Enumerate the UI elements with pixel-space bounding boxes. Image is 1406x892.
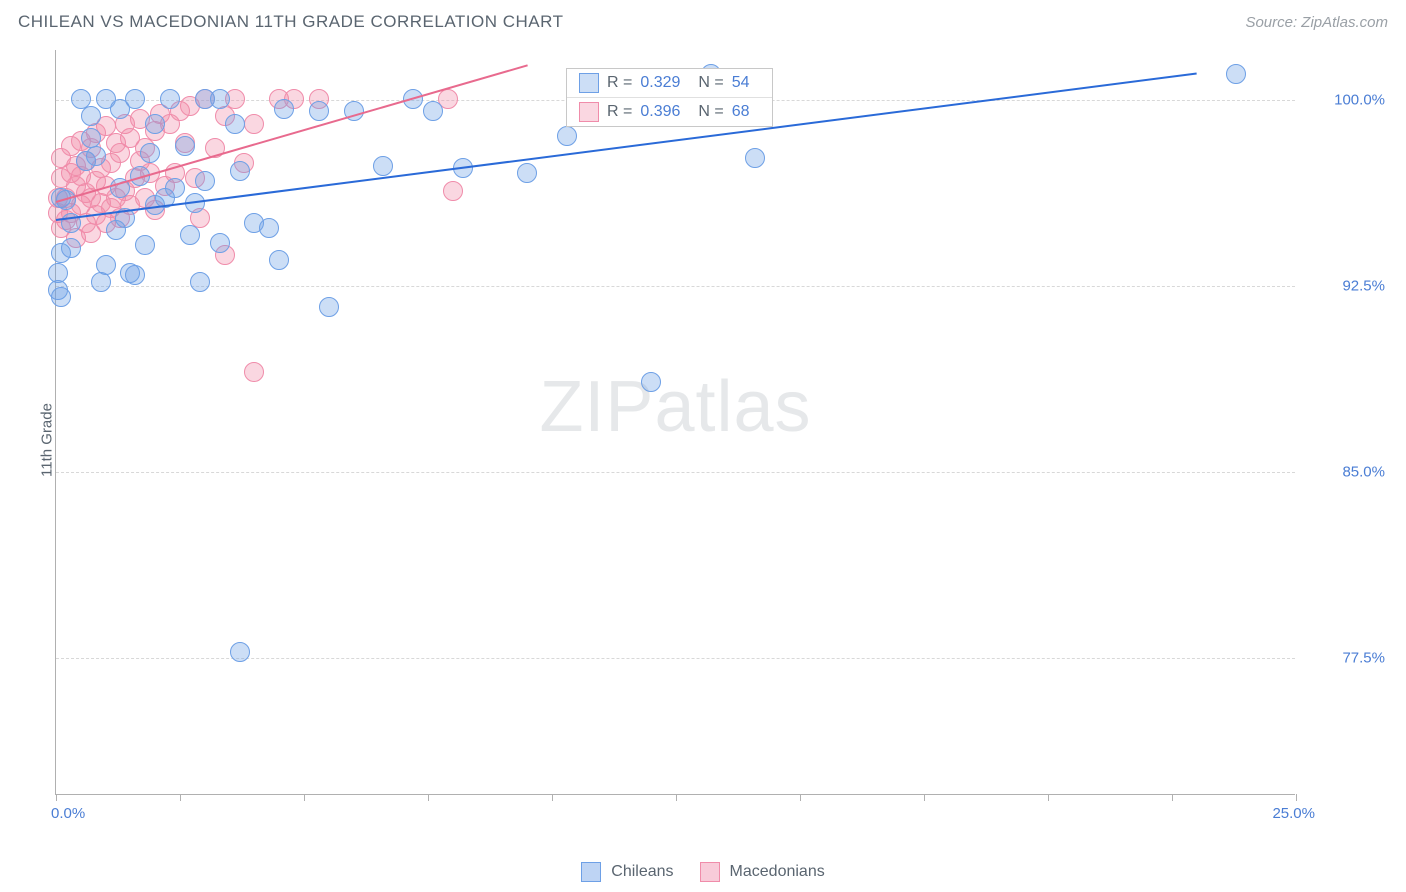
legend-swatch-chileans: [581, 862, 601, 882]
stat-r-value: 0.396: [640, 103, 680, 121]
data-point: [230, 642, 250, 662]
data-point: [1226, 64, 1246, 84]
data-point: [745, 148, 765, 168]
data-point: [125, 265, 145, 285]
data-point: [160, 89, 180, 109]
xtick: [800, 794, 801, 801]
data-point: [319, 297, 339, 317]
data-point: [210, 233, 230, 253]
data-point: [125, 89, 145, 109]
data-point: [195, 171, 215, 191]
data-point: [443, 181, 463, 201]
ytick-label: 85.0%: [1305, 464, 1385, 481]
stats-box: R = 0.329 N = 54 R = 0.396 N = 68: [566, 68, 773, 127]
data-point: [230, 161, 250, 181]
data-point: [274, 99, 294, 119]
xtick: [1296, 794, 1297, 801]
xlim-right: 25.0%: [1272, 805, 1315, 822]
data-point: [309, 101, 329, 121]
chart-source: Source: ZipAtlas.com: [1245, 14, 1388, 31]
legend-swatch-macedonians: [700, 862, 720, 882]
stats-row: R = 0.329 N = 54: [567, 69, 772, 98]
xtick: [56, 794, 57, 801]
legend-item-chileans: Chileans: [581, 862, 673, 882]
data-point: [165, 178, 185, 198]
data-point: [244, 362, 264, 382]
ytick-label: 77.5%: [1305, 650, 1385, 667]
stat-r-label: R =: [607, 74, 632, 92]
data-point: [91, 272, 111, 292]
data-point: [51, 287, 71, 307]
data-point: [175, 136, 195, 156]
xtick: [552, 794, 553, 801]
data-point: [517, 163, 537, 183]
data-point: [641, 372, 661, 392]
data-point: [145, 114, 165, 134]
ytick-label: 92.5%: [1305, 277, 1385, 294]
legend-label-chileans: Chileans: [611, 863, 673, 881]
xtick: [1048, 794, 1049, 801]
data-point: [210, 89, 230, 109]
data-point: [86, 146, 106, 166]
watermark: ZIPatlas: [539, 366, 811, 448]
data-point: [96, 255, 116, 275]
data-point: [140, 143, 160, 163]
plot-area: ZIPatlas 77.5%85.0%92.5%100.0%0.0%25.0%R…: [55, 50, 1295, 795]
data-point: [61, 238, 81, 258]
bottom-legend: Chileans Macedonians: [0, 862, 1406, 882]
chart-header: CHILEAN VS MACEDONIAN 11TH GRADE CORRELA…: [0, 0, 1406, 40]
chart-title: CHILEAN VS MACEDONIAN 11TH GRADE CORRELA…: [18, 12, 563, 32]
xtick: [676, 794, 677, 801]
stats-swatch: [579, 102, 599, 122]
xtick: [924, 794, 925, 801]
data-point: [180, 225, 200, 245]
data-point: [373, 156, 393, 176]
stat-r-label: R =: [607, 103, 632, 121]
xtick: [304, 794, 305, 801]
data-point: [244, 114, 264, 134]
data-point: [225, 114, 245, 134]
data-point: [81, 106, 101, 126]
stats-swatch: [579, 73, 599, 93]
data-point: [135, 235, 155, 255]
ytick-label: 100.0%: [1305, 91, 1385, 108]
stat-n-value: 68: [732, 103, 750, 121]
data-point: [190, 272, 210, 292]
stats-row: R = 0.396 N = 68: [567, 98, 772, 126]
legend-label-macedonians: Macedonians: [730, 863, 825, 881]
stat-n-label: N =: [698, 103, 723, 121]
data-point: [259, 218, 279, 238]
y-axis-label: 11th Grade: [38, 403, 55, 477]
gridline: [56, 286, 1295, 287]
xtick: [180, 794, 181, 801]
chart-container: 11th Grade ZIPatlas 77.5%85.0%92.5%100.0…: [0, 45, 1406, 835]
gridline: [56, 472, 1295, 473]
data-point: [557, 126, 577, 146]
legend-item-macedonians: Macedonians: [700, 862, 825, 882]
data-point: [423, 101, 443, 121]
stat-n-value: 54: [732, 74, 750, 92]
xlim-left: 0.0%: [51, 805, 85, 822]
xtick: [428, 794, 429, 801]
xtick: [1172, 794, 1173, 801]
stat-r-value: 0.329: [640, 74, 680, 92]
stat-n-label: N =: [698, 74, 723, 92]
data-point: [269, 250, 289, 270]
